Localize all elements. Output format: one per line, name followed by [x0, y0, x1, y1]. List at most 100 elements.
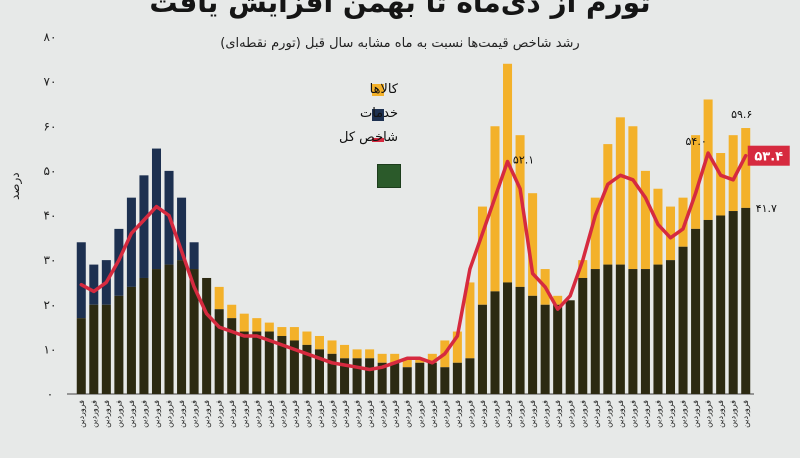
- bar-base-segment: [239, 331, 249, 394]
- y-tick-label: ۲۰: [44, 298, 57, 312]
- x-tick-label: فروردین: [290, 400, 299, 428]
- bar-base-segment: [728, 211, 738, 394]
- bar-top-segment: [615, 117, 625, 265]
- x-tick-label: فروردین: [328, 400, 337, 428]
- x-tick-label: فروردین: [77, 400, 86, 428]
- bar-top-segment: [728, 135, 738, 212]
- x-tick-label: فروردین: [227, 400, 236, 428]
- bar-top-segment: [490, 126, 500, 292]
- brand-logo-icon: [377, 164, 401, 188]
- bar-base-segment: [578, 277, 588, 394]
- x-tick-label: فروردین: [465, 400, 474, 428]
- bar-base-segment: [264, 331, 274, 394]
- bar-top-segment: [691, 135, 701, 229]
- data-label: ۵۴.۰: [686, 135, 707, 148]
- bar-top-segment: [678, 197, 688, 247]
- bar-base-segment: [151, 269, 162, 394]
- x-tick-label: فروردین: [277, 400, 286, 428]
- x-tick-label: فروردین: [490, 400, 499, 428]
- bar-top-segment: [665, 206, 676, 261]
- chart-subtitle: رشد شاخص قیمت‌ها نسبت به ماه مشابه سال ق…: [220, 36, 580, 51]
- x-tick-label: فروردین: [516, 400, 525, 428]
- x-tick-label: فروردین: [603, 400, 612, 428]
- bar-base-segment: [126, 286, 136, 394]
- x-tick-label: فروردین: [428, 400, 437, 428]
- x-tick-label: فروردین: [741, 400, 750, 428]
- bar-base-segment: [465, 358, 475, 394]
- y-tick-label: ۶۰: [44, 119, 57, 133]
- bar-base-segment: [503, 282, 513, 394]
- x-tick-label: فروردین: [641, 400, 650, 428]
- bar-top-segment: [553, 295, 563, 305]
- bar-top-segment: [465, 282, 475, 359]
- x-tick-label: فروردین: [679, 400, 688, 428]
- bar-top-segment: [640, 170, 650, 270]
- bar-top-segment: [390, 353, 400, 363]
- x-tick-label: فروردین: [102, 400, 111, 428]
- bar-top-segment: [239, 313, 249, 332]
- bar-base-segment: [252, 331, 262, 394]
- x-tick-label: فروردین: [302, 400, 311, 428]
- y-tick-label: ۳۰: [44, 253, 57, 267]
- bar-base-segment: [615, 264, 625, 394]
- bar-base-segment: [490, 291, 500, 394]
- x-tick-label: فروردین: [478, 400, 487, 428]
- y-tick-label: ۸۰: [44, 30, 57, 44]
- bar-top-segment: [578, 260, 588, 278]
- bar-base-segment: [415, 362, 425, 394]
- index-badge-label: ۵۳.۴: [754, 150, 783, 165]
- x-tick-label: فروردین: [114, 400, 123, 428]
- bar-top-segment: [590, 197, 600, 270]
- bar-top-segment: [252, 318, 262, 332]
- x-tick-label: فروردین: [127, 400, 136, 428]
- bar-base-segment: [327, 353, 337, 394]
- bar-base-segment: [340, 358, 350, 394]
- bar-top-segment: [352, 349, 362, 359]
- bar-top-segment: [515, 135, 525, 287]
- bar-base-segment: [352, 358, 362, 394]
- bar-base-segment: [528, 295, 538, 394]
- data-label: ۵۲.۱: [513, 154, 534, 167]
- bar-top-segment: [365, 349, 375, 359]
- bar-base-segment: [202, 277, 212, 394]
- bar-top-segment: [126, 197, 136, 287]
- x-tick-label: فروردین: [215, 400, 224, 428]
- x-tick-label: فروردین: [177, 400, 186, 428]
- x-tick-label: فروردین: [89, 400, 98, 428]
- bar-base-segment: [139, 277, 149, 394]
- bar-base-segment: [277, 335, 287, 394]
- bar-base-segment: [427, 362, 437, 394]
- x-tick-label: فروردین: [528, 400, 537, 428]
- bar-base-segment: [214, 309, 224, 394]
- data-label: ۵۹.۶: [731, 108, 752, 121]
- x-tick-label: فروردین: [591, 400, 600, 428]
- x-tick-label: فروردین: [165, 400, 174, 428]
- x-tick-label: فروردین: [415, 400, 424, 428]
- x-tick-label: فروردین: [653, 400, 662, 428]
- bar-base-segment: [716, 215, 726, 394]
- x-tick-label: فروردین: [666, 400, 675, 428]
- y-tick-label: ۱۰: [44, 342, 57, 356]
- bar-base-segment: [665, 260, 676, 394]
- x-tick-label: فروردین: [578, 400, 587, 428]
- x-tick-label: فروردین: [240, 400, 249, 428]
- bar-base-segment: [302, 344, 312, 394]
- bar-top-segment: [452, 331, 462, 363]
- legend-swatch-index: [372, 138, 384, 142]
- bar-base-segment: [189, 269, 199, 394]
- legend-swatch-goods: [372, 84, 384, 96]
- bar-base-segment: [678, 246, 688, 394]
- bar-top-segment: [214, 286, 224, 310]
- bar-base-segment: [390, 362, 400, 394]
- x-tick-label: فروردین: [704, 400, 713, 428]
- bar-top-segment: [89, 264, 99, 305]
- x-tick-label: فروردین: [139, 400, 148, 428]
- x-tick-label: فروردین: [365, 400, 374, 428]
- bar-top-segment: [477, 206, 487, 305]
- bar-base-segment: [365, 358, 375, 394]
- bar-base-segment: [452, 362, 462, 394]
- x-tick-label: فروردین: [190, 400, 199, 428]
- x-tick-label: فروردین: [152, 400, 161, 428]
- x-tick-label: فروردین: [252, 400, 261, 428]
- x-tick-label: فروردین: [628, 400, 637, 428]
